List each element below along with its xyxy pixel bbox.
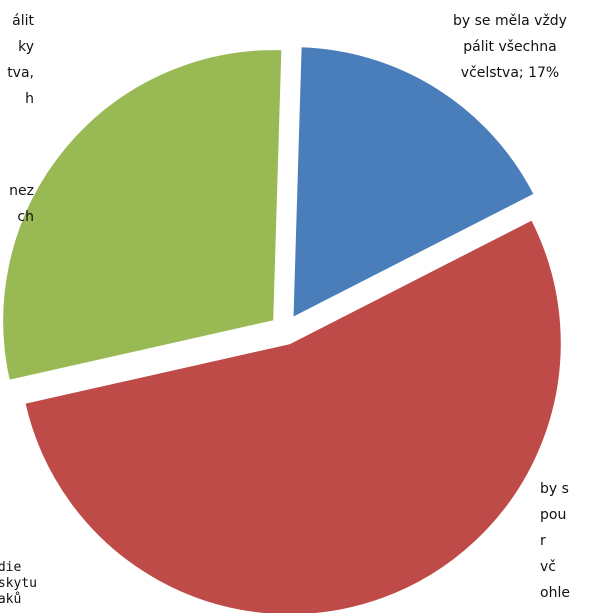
slice-label-green-line-3: tva,	[7, 65, 34, 81]
slice-label-green-line-6: ch	[17, 209, 34, 225]
slice-label-blue-line-2: pálit všechna	[463, 39, 557, 55]
slice-label-green-line-4: h	[25, 91, 34, 107]
slice-label-red-line-1: by s	[540, 481, 569, 497]
slice-label-red-line-2: pou	[540, 507, 567, 523]
caption-fragment-line-1: udie	[0, 560, 22, 575]
pie-slices	[1, 45, 563, 613]
slice-label-red: by s pou r vč ohle	[540, 476, 590, 606]
slice-label-green-bottom: nez ch	[0, 178, 34, 230]
slice-green	[1, 48, 284, 382]
slice-red	[23, 217, 563, 613]
slice-label-red-line-4: vč	[540, 559, 556, 575]
caption-fragment: udie ýskytu naků	[0, 560, 110, 608]
slice-label-blue-line-1: by se měla vždy	[453, 13, 567, 29]
slice-label-blue-line-3: včelstva; 17%	[460, 65, 560, 81]
slice-label-blue: by se měla vždy pálit všechna včelstva; …	[420, 8, 590, 86]
caption-fragment-line-2: ýskytu	[0, 576, 37, 591]
slice-label-green-line-2: ky	[18, 39, 34, 55]
slice-label-red-line-3: r	[540, 533, 546, 549]
slice-label-red-line-5: ohle	[540, 585, 570, 601]
slice-label-green-top: álit ky tva, h	[0, 8, 34, 112]
slice-label-green-line-5: nez	[9, 183, 34, 199]
slice-blue	[291, 45, 537, 320]
caption-fragment-line-3: naků	[0, 592, 22, 607]
slice-label-green-line-1: álit	[12, 13, 34, 29]
